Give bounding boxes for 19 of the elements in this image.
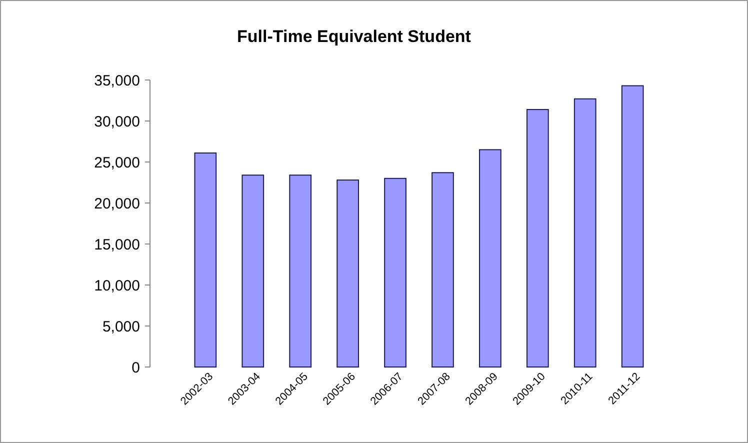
bar	[242, 174, 264, 368]
bar	[384, 178, 406, 368]
bar	[526, 109, 549, 368]
y-tick-label: 35,000	[94, 72, 140, 90]
y-tick-label: 30,000	[94, 113, 140, 130]
bar	[194, 152, 217, 368]
bar	[336, 180, 359, 368]
bar	[479, 149, 502, 368]
y-tick-label: 10,000	[94, 277, 140, 294]
bar	[289, 174, 312, 368]
y-tick-label: 25,000	[94, 154, 140, 172]
y-tick-label: 5,000	[102, 318, 140, 336]
y-tick-label: 0	[132, 359, 140, 376]
chart-title: Full-Time Equivalent Student	[237, 27, 472, 46]
y-tick-label: 20,000	[94, 195, 140, 212]
y-tick-label: 15,000	[94, 236, 140, 254]
bar	[432, 172, 454, 368]
bar	[574, 98, 596, 368]
bar	[621, 85, 644, 368]
